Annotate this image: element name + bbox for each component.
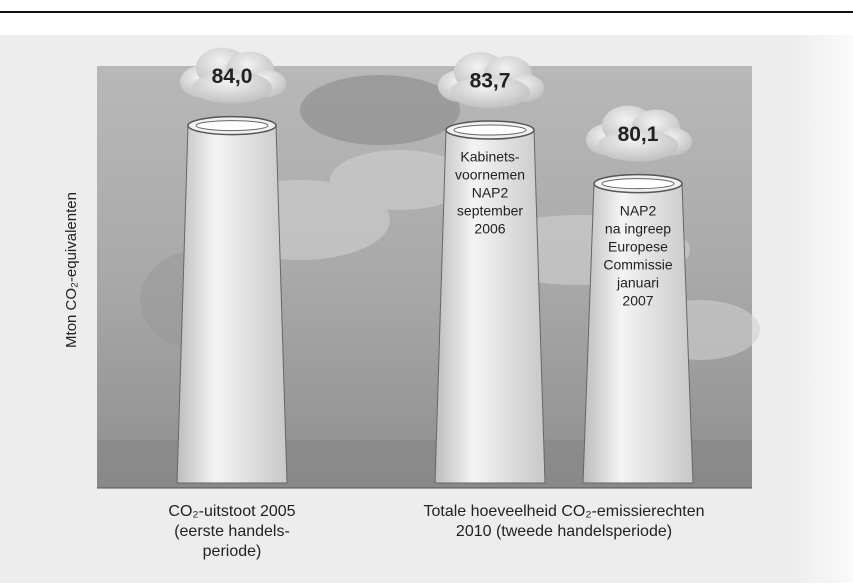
bar-text: januari xyxy=(616,274,659,290)
cloud-puff xyxy=(450,76,530,109)
cloud xyxy=(586,105,692,162)
chimney-hole xyxy=(453,124,527,136)
x-label: Totale hoeveelheid CO₂-emissierechten xyxy=(423,503,704,520)
x-label: CO₂-uitstoot 2005 xyxy=(168,503,295,520)
x-label: 2010 (tweede handelsperiode) xyxy=(456,523,672,540)
x-label: periode) xyxy=(203,543,262,560)
cloud-puff xyxy=(598,129,678,162)
chimney xyxy=(176,125,288,484)
value-label: 80,1 xyxy=(618,123,659,146)
x-label: (eerste handels- xyxy=(174,523,290,540)
chimney-hole xyxy=(195,120,269,132)
cloud xyxy=(438,52,544,109)
y-axis-label: Mton CO₂-equivalenten xyxy=(63,192,80,348)
bar-text: 2006 xyxy=(474,221,505,237)
bar-text: september xyxy=(457,203,523,219)
bar-text: Commissie xyxy=(603,256,672,272)
chimney xyxy=(434,129,546,484)
bar-text: 2007 xyxy=(622,292,653,308)
value-label: 83,7 xyxy=(470,70,511,93)
chimney-hole xyxy=(601,178,675,190)
bar-text: Kabinets- xyxy=(460,149,519,165)
bar-text: Europese xyxy=(608,238,668,254)
value-label: 84,0 xyxy=(212,65,253,88)
bar-text: NAP2 xyxy=(620,202,657,218)
bar-text: voornemen xyxy=(455,167,525,183)
bar-text: NAP2 xyxy=(472,185,509,201)
cloud xyxy=(180,47,286,104)
bar-text: na ingreep xyxy=(605,220,671,236)
cloud-puff xyxy=(192,71,272,104)
